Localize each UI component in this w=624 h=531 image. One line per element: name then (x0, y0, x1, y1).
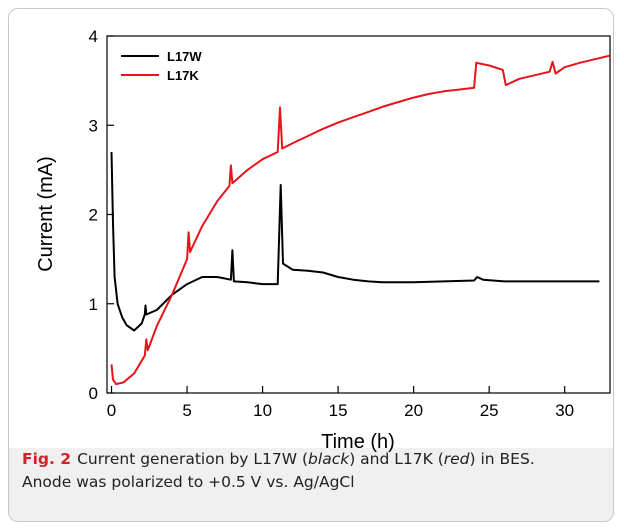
legend-label-l17w: L17W (167, 49, 202, 64)
y-tick-label: 2 (89, 206, 98, 225)
axes-layer: 0 1 2 3 4 0 5 10 15 20 25 30 (89, 27, 611, 420)
x-tick-label: 30 (555, 401, 574, 420)
y-tick-label: 3 (89, 116, 98, 135)
caption-band (9, 448, 613, 521)
figure-label: Fig. 2 (22, 450, 72, 468)
y-axis-title: Current (mA) (35, 156, 57, 272)
caption-text-2: ) and L17K ( (349, 450, 444, 468)
legend-label-l17k: L17K (167, 68, 199, 83)
series-line-l17k (110, 54, 610, 386)
x-tick-label: 25 (480, 401, 499, 420)
caption-text-3: ) in BES. (469, 450, 535, 468)
y-tick-label: 1 (89, 295, 98, 314)
figure-frame (8, 8, 614, 522)
y-tick-label: 0 (89, 384, 98, 403)
plot-area-border (106, 35, 611, 394)
x-axis-title: Time (h) (321, 431, 395, 453)
x-tick-label: 0 (107, 401, 116, 420)
caption-black-word: black (308, 450, 350, 468)
x-tick-label: 15 (329, 401, 348, 420)
caption-red-word: red (443, 450, 470, 468)
y-tick-label: 4 (89, 27, 98, 46)
x-tick-label: 5 (182, 401, 191, 420)
series-layer (110, 54, 610, 386)
caption-line-2: Anode was polarized to +0.5 V vs. Ag/AgC… (22, 473, 355, 491)
caption-text-1: Current generation by L17W ( (77, 450, 309, 468)
x-tick-label: 20 (404, 401, 423, 420)
series-line-l17w (110, 151, 600, 332)
x-tick-label: 10 (253, 401, 272, 420)
legend: L17W L17K (121, 49, 202, 83)
figure-caption: Fig. 2 Current generation by L17W (black)… (22, 448, 602, 494)
